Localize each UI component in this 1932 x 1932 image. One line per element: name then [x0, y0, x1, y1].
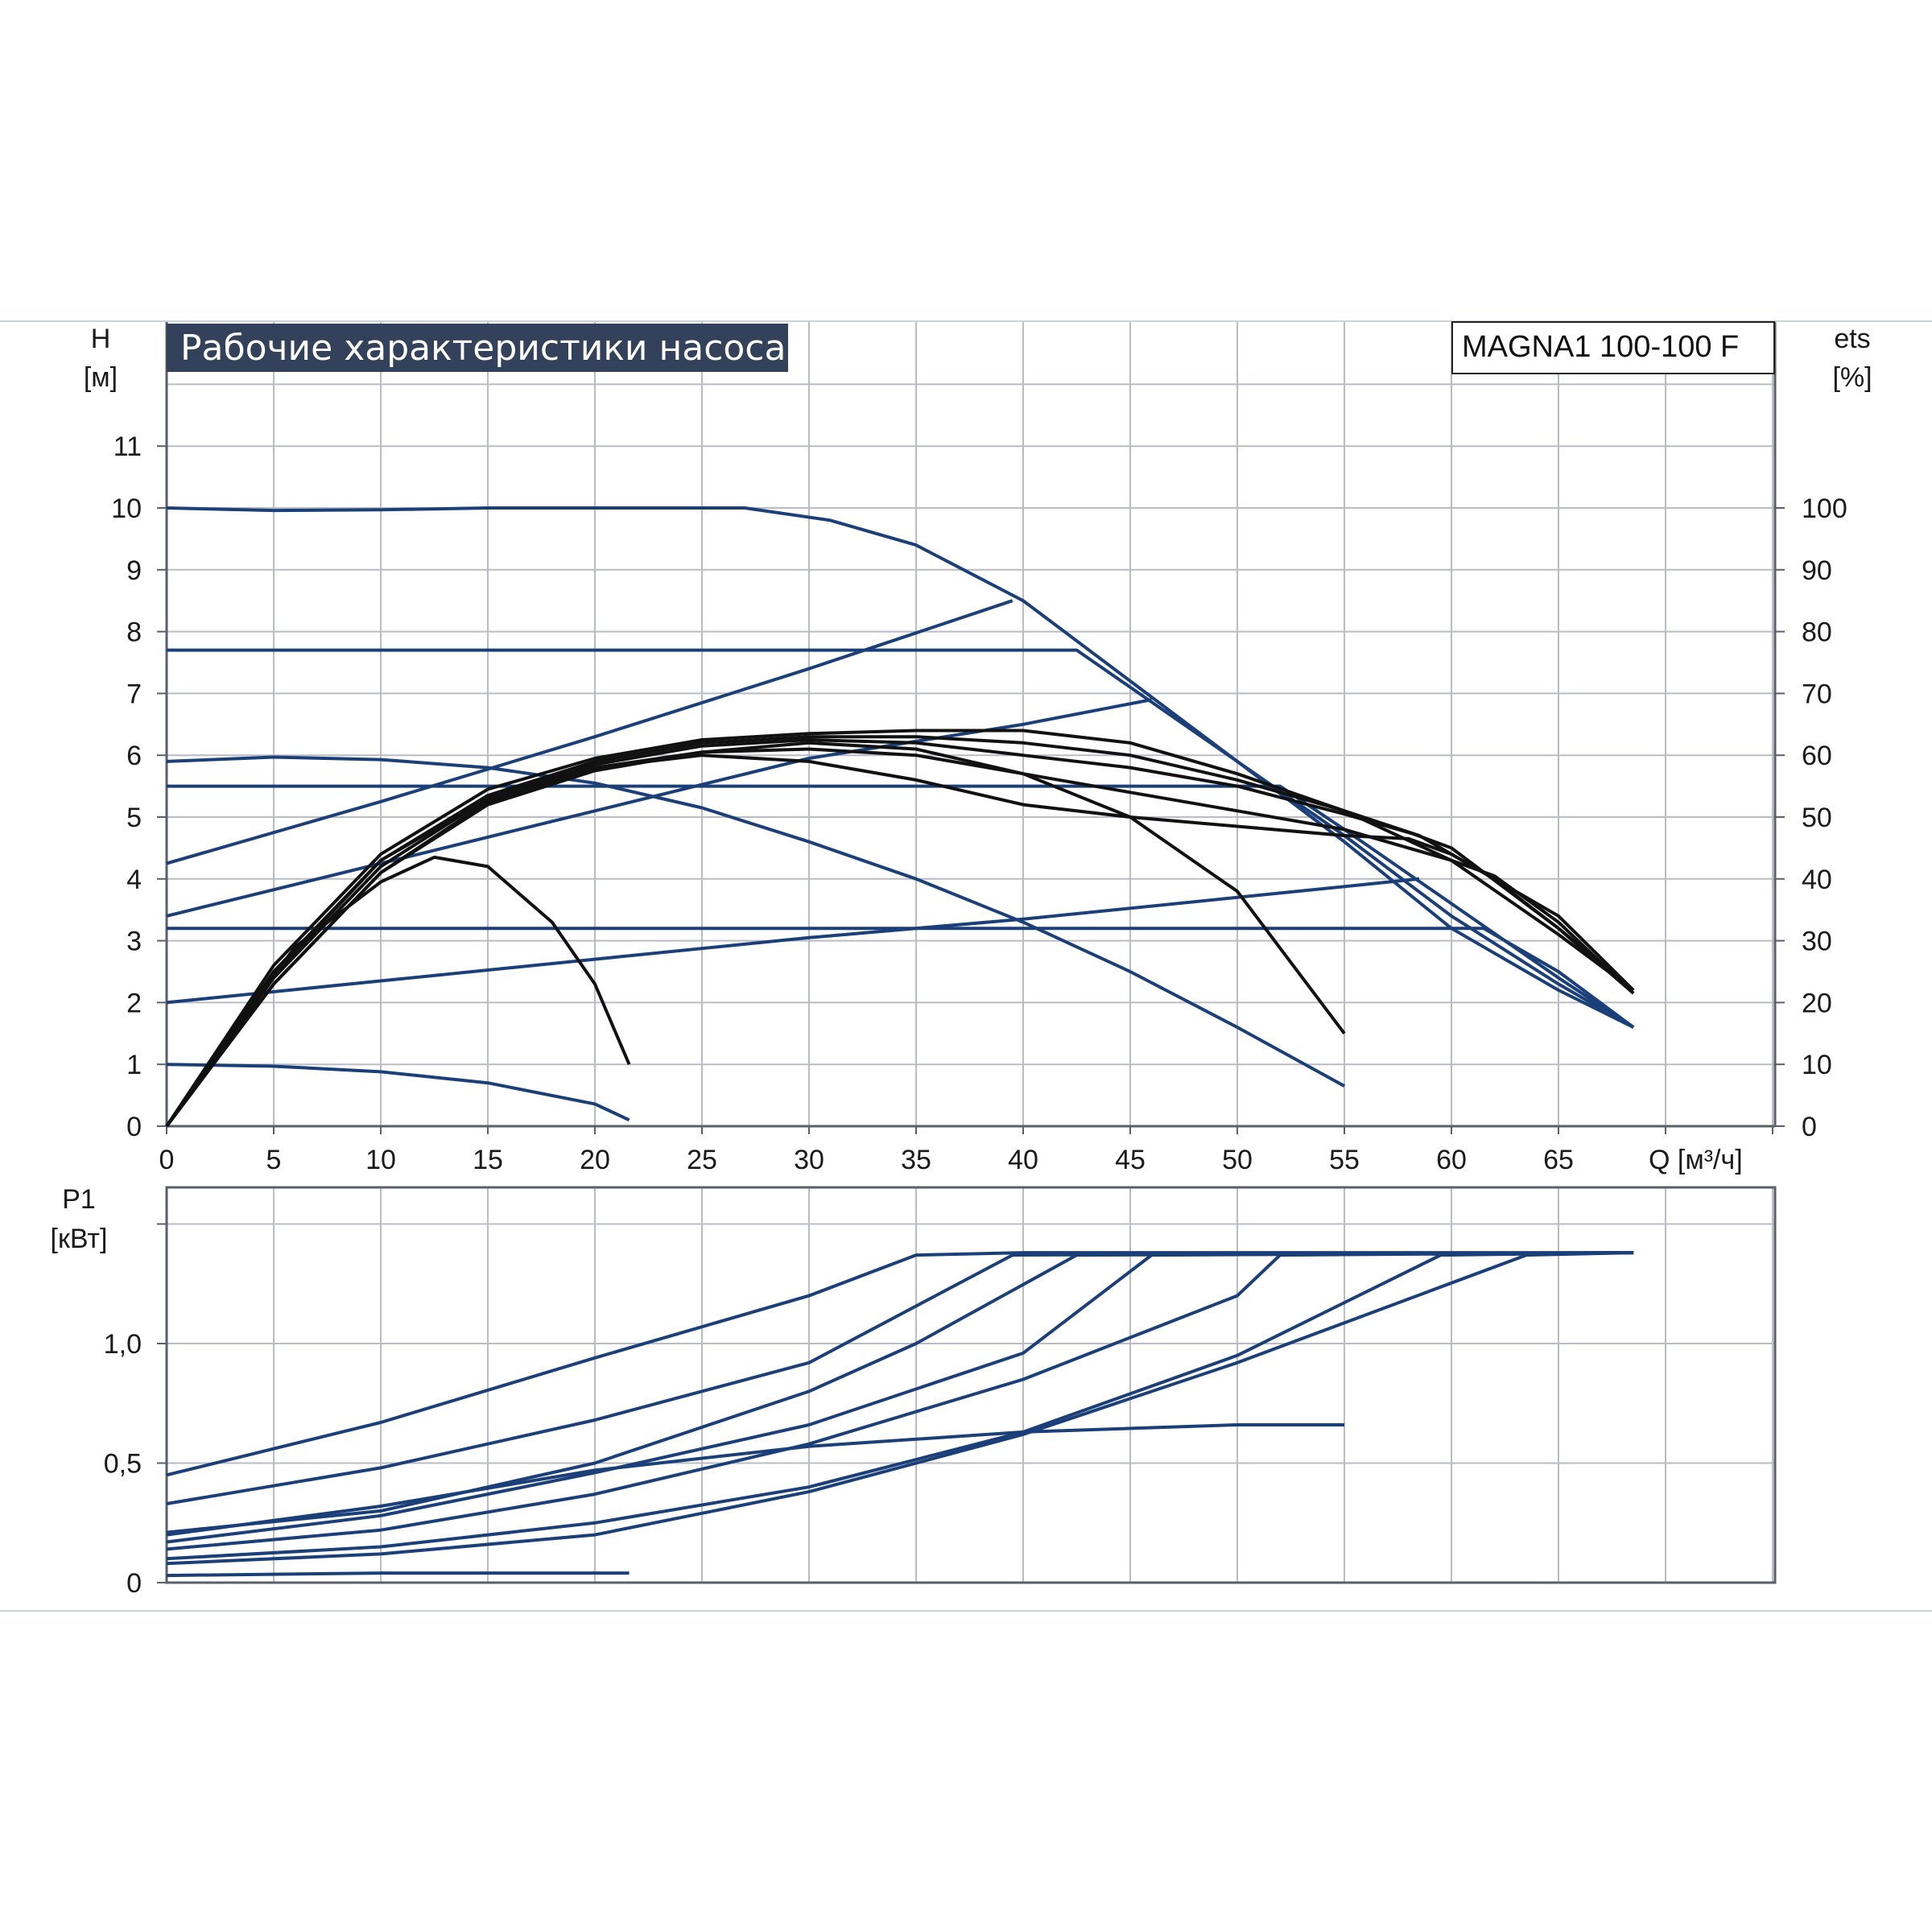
- head-axis-symbol: H: [91, 324, 111, 354]
- power-curve: [166, 1251, 1634, 1544]
- flow-tick-label: 25: [687, 1145, 717, 1175]
- head-tick-label: 3: [126, 927, 142, 957]
- head-curve: [166, 506, 1634, 1029]
- efficiency-tick-label: 80: [1802, 617, 1832, 648]
- efficiency-tick-label: 0: [1802, 1112, 1817, 1142]
- efficiency-curve: [165, 747, 1635, 1128]
- head-curve: [166, 755, 1345, 1088]
- power-curve: [166, 1251, 1634, 1534]
- head-tick-label: 10: [111, 493, 142, 524]
- head-curve: [167, 927, 1635, 1029]
- flow-tick-label: 65: [1543, 1145, 1574, 1175]
- head-axis-unit: [м]: [84, 362, 118, 393]
- head-tick-label: 8: [126, 617, 142, 648]
- head-tick-label: 1: [126, 1050, 142, 1080]
- efficiency-tick-label: 20: [1802, 988, 1832, 1018]
- efficiency-curve: [165, 855, 631, 1128]
- head-tick-label: 5: [126, 803, 142, 833]
- flow-tick-label: 55: [1329, 1145, 1360, 1175]
- efficiency-tick-label: 50: [1802, 803, 1832, 833]
- head-tick-label: 2: [126, 988, 142, 1018]
- tick-labels: 0 5 10 15 20 25 30 35 40 45 50 55 60 6501234567891011…: [104, 431, 1847, 1599]
- power-curve: [166, 1571, 630, 1578]
- power-curve: [166, 1423, 1344, 1537]
- head-curve: [167, 648, 1635, 1029]
- flow-tick-label: 35: [901, 1145, 931, 1175]
- model-label: MAGNA1 100-100 F: [1462, 330, 1739, 364]
- efficiency-tick-label: 70: [1802, 679, 1832, 709]
- model-box: [1451, 321, 1775, 374]
- head-curve: [166, 1063, 630, 1122]
- efficiency-axis-symbol: ets: [1834, 324, 1870, 354]
- head-tick-label: 6: [126, 741, 142, 771]
- system-curve: [166, 877, 1420, 1005]
- head-tick-label: 7: [126, 679, 142, 709]
- flow-tick-label: 40: [1008, 1145, 1038, 1175]
- head-tick-label: 9: [126, 555, 142, 586]
- flow-axis-label: Q [м³/ч]: [1649, 1145, 1743, 1175]
- flow-tick-label: 30: [794, 1145, 824, 1175]
- efficiency-tick-label: 90: [1802, 555, 1832, 586]
- flow-tick-label: 20: [580, 1145, 610, 1175]
- flow-tick-label: 60: [1436, 1145, 1467, 1175]
- title-box: [167, 324, 788, 372]
- flow-tick-label: 0: [159, 1145, 175, 1175]
- power-chart-grid: [157, 1186, 1777, 1584]
- efficiency-curve: [165, 753, 1635, 1128]
- system-curve: [166, 599, 1013, 865]
- power-chart-frame: [165, 1186, 1777, 1584]
- power-tick-label: 0,5: [104, 1449, 142, 1480]
- power-tick-label: 1,0: [104, 1329, 142, 1360]
- head-tick-label: 4: [126, 865, 142, 895]
- head-curve: [167, 784, 1635, 1029]
- head-tick-label: 11: [114, 431, 142, 462]
- chart-curves: [165, 506, 1635, 1578]
- flow-tick-label: 50: [1222, 1145, 1253, 1175]
- power-tick-label: 0: [126, 1568, 142, 1599]
- head-tick-label: 0: [126, 1112, 142, 1142]
- efficiency-tick-label: 10: [1802, 1050, 1832, 1080]
- efficiency-tick-label: 100: [1802, 493, 1847, 524]
- efficiency-axis-unit: [%]: [1832, 362, 1872, 393]
- power-curve: [166, 1251, 1634, 1551]
- chart-title: Рабочие характеристики насоса: [180, 328, 786, 369]
- efficiency-tick-label: 30: [1802, 927, 1832, 957]
- power-curve: [166, 1251, 1634, 1561]
- efficiency-curve: [165, 741, 1346, 1128]
- efficiency-tick-label: 40: [1802, 865, 1832, 895]
- flow-tick-label: 45: [1115, 1145, 1146, 1175]
- head-chart-grid: [157, 322, 1785, 1134]
- flow-tick-label: 10: [365, 1145, 396, 1175]
- power-curve: [166, 1251, 1634, 1566]
- efficiency-curve: [165, 735, 1635, 1128]
- efficiency-curve: [165, 729, 1635, 1128]
- power-axis-symbol: P1: [62, 1184, 96, 1215]
- power-axis-unit: [кВт]: [51, 1224, 108, 1254]
- flow-tick-label: 5: [266, 1145, 282, 1175]
- flow-tick-label: 15: [473, 1145, 503, 1175]
- efficiency-curve: [165, 738, 1635, 1128]
- efficiency-tick-label: 60: [1802, 741, 1832, 771]
